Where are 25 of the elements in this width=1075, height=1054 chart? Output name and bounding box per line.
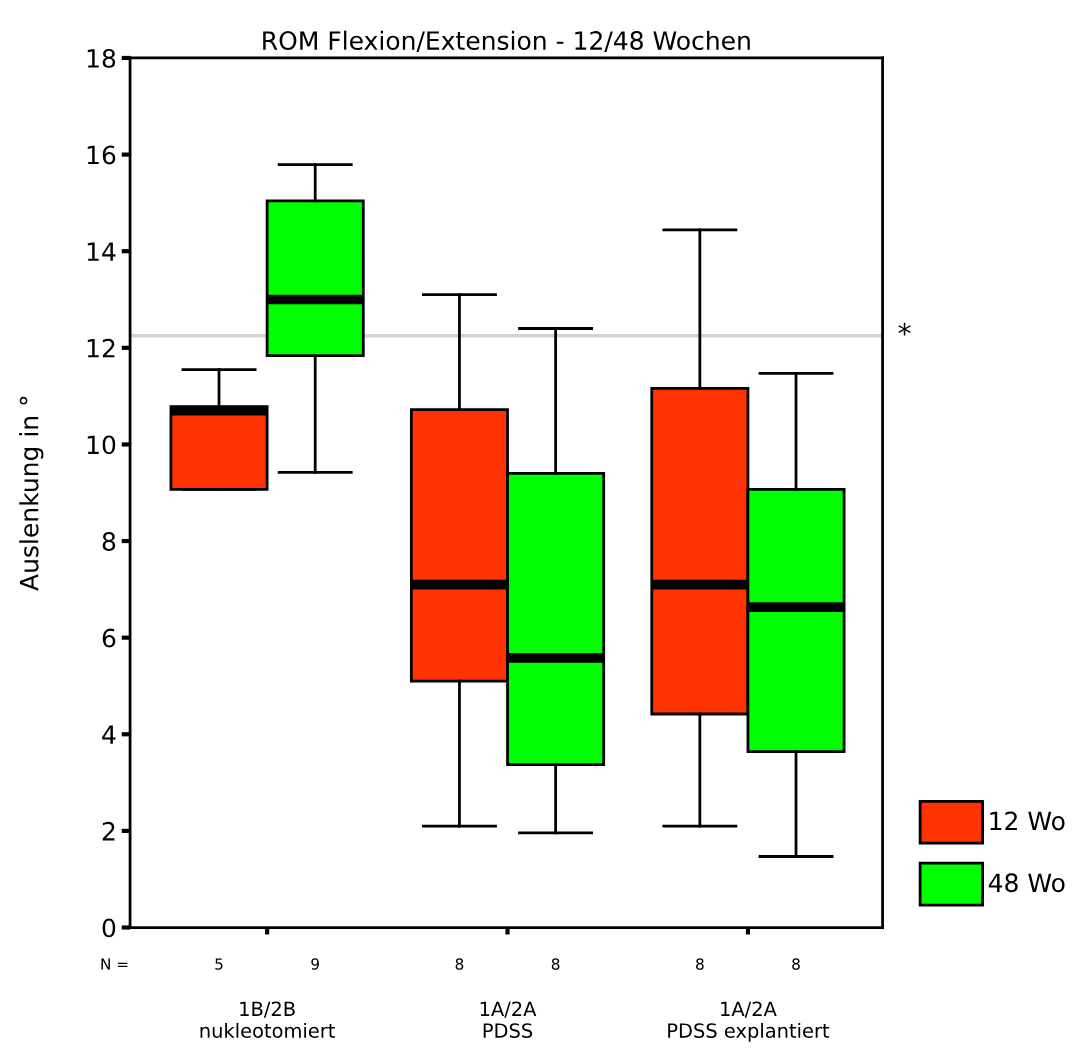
x-tick-label: 1A/2A PDSS explantiert [668, 1001, 830, 1042]
text: 8 [551, 958, 560, 970]
y-tick-label: 2 [102, 821, 115, 841]
text: 8 [455, 958, 464, 970]
ref-line-label: * [898, 322, 911, 336]
y-tick-label: 0 [102, 918, 116, 938]
x-tick-label: 1A/2A PDSS [480, 1001, 537, 1038]
y-tick-label: 12 [87, 338, 115, 358]
chart-title: ROM Flexion/Extension - 12/48 Wochen [263, 30, 750, 52]
legend-label: 12 Wo [990, 811, 1065, 831]
y-tick-label: 6 [102, 628, 116, 648]
y-tick-label: 14 [87, 242, 116, 261]
y-tick-label: 16 [87, 145, 116, 165]
text: 5 [215, 958, 223, 970]
y-tick-label: 10 [87, 435, 116, 455]
y-axis-title: Auslenkung in ° [19, 396, 44, 591]
text: 9 [311, 958, 319, 970]
x-tick-label: 1B/2B nukleotomiert [200, 1001, 335, 1038]
legend-label: 48 Wo [988, 873, 1065, 893]
text: 8 [696, 958, 704, 970]
text: 8 [792, 958, 800, 970]
text: N = [101, 958, 128, 970]
y-tick-label: 8 [102, 532, 116, 551]
y-tick-label: 4 [102, 725, 116, 744]
y-tick-label: 18 [87, 48, 116, 68]
